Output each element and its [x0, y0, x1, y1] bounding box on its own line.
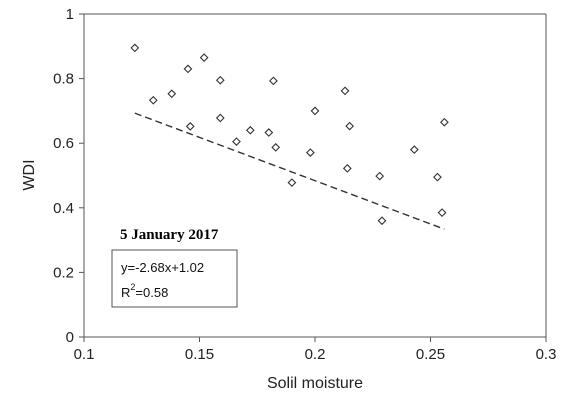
x-tick-label: 0.1 — [74, 346, 95, 363]
r-squared-base: R — [121, 285, 130, 300]
x-tick-label: 0.15 — [185, 346, 214, 363]
data-point — [306, 148, 315, 157]
y-tick-label: 0 — [66, 329, 74, 346]
x-tick-label: 0.2 — [305, 346, 326, 363]
data-point — [215, 113, 225, 123]
data-point — [340, 86, 350, 96]
y-ticks: 0 0.2 0.4 0.6 0.8 1 — [53, 6, 84, 346]
y-axis-title: WDI — [21, 159, 38, 190]
data-point — [409, 145, 419, 155]
x-ticks: 0.1 0.15 0.2 0.25 0.3 — [74, 337, 557, 363]
data-point — [345, 121, 355, 131]
data-point — [199, 53, 209, 62]
r-squared-superscript: 2 — [130, 282, 135, 292]
y-tick-label: 0.4 — [53, 200, 74, 217]
r-squared-value: =0.58 — [135, 285, 168, 300]
y-tick-label: 1 — [66, 6, 74, 23]
data-point — [185, 122, 195, 131]
data-point — [433, 172, 442, 182]
y-tick-label: 0.8 — [53, 71, 74, 88]
data-point — [437, 208, 447, 218]
data-point — [342, 164, 352, 173]
y-tick-label: 0.2 — [53, 264, 74, 281]
equation-text: y=-2.68x+1.02 — [121, 260, 204, 275]
data-point — [167, 89, 177, 99]
data-point — [269, 76, 278, 86]
data-point — [130, 43, 140, 53]
data-point — [377, 216, 387, 226]
data-point — [232, 137, 241, 146]
data-point — [287, 178, 297, 187]
x-tick-label: 0.25 — [416, 346, 445, 363]
data-point — [375, 171, 385, 181]
y-tick-label: 0.6 — [53, 135, 74, 152]
data-point — [148, 95, 158, 105]
x-axis-title: Solil moisture — [267, 375, 363, 392]
r-squared-text: R2=0.58 — [121, 282, 168, 300]
data-point — [183, 64, 193, 74]
equation-box — [111, 249, 238, 308]
trendline — [134, 112, 445, 230]
data-points — [130, 43, 449, 226]
data-point — [215, 75, 225, 85]
data-point — [439, 117, 449, 127]
data-point — [264, 128, 274, 137]
data-point — [271, 143, 281, 152]
date-annotation: 5 January 2017 — [120, 227, 219, 243]
data-point — [245, 125, 255, 135]
x-tick-label: 0.3 — [536, 346, 557, 363]
data-point — [310, 106, 320, 116]
